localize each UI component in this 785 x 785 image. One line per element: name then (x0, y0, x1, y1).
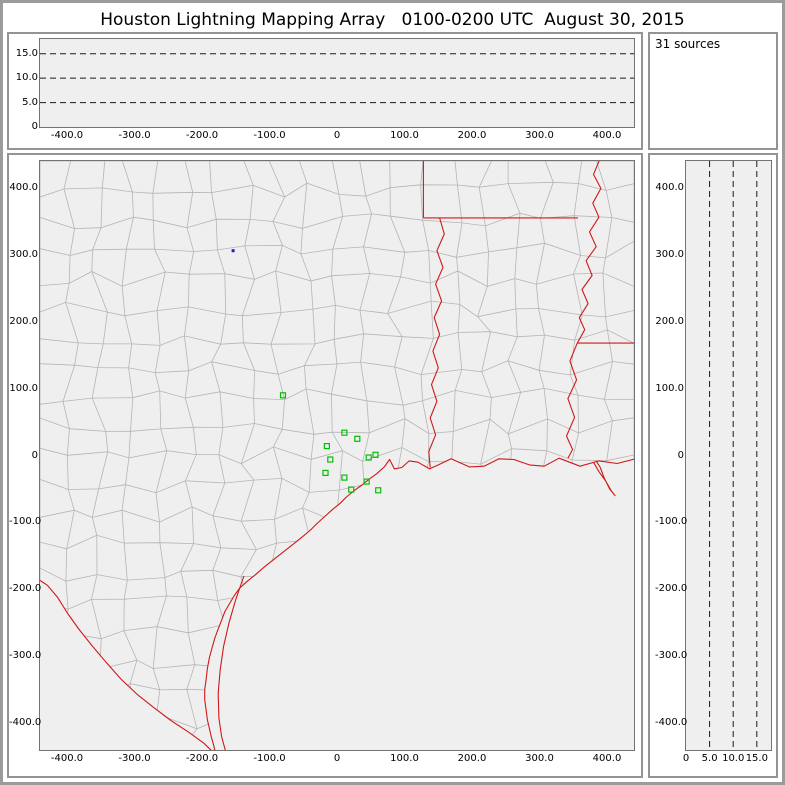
x-tick-label: 100.0 (390, 753, 419, 764)
y-tick-label: 400.0 (655, 181, 684, 193)
x-tick-label: 200.0 (457, 130, 487, 141)
x-tick-label: 400.0 (592, 753, 622, 764)
y-tick-label: 0 (677, 449, 684, 461)
lma-station-marker (279, 392, 287, 399)
y-tick-label: 200.0 (9, 315, 38, 327)
state-line (565, 161, 602, 459)
state-line (428, 217, 445, 468)
mexico-region (40, 580, 211, 750)
lma-station-marker (322, 469, 329, 476)
x-tick-label: 300.0 (525, 130, 554, 141)
county-lines (40, 161, 634, 750)
gulf-of-mexico-region (204, 458, 634, 750)
y-tick-label: 100.0 (9, 382, 38, 394)
barrier-island (217, 575, 245, 750)
panel-map-plot-area (39, 160, 635, 751)
x-tick-label: 300.0 (525, 753, 554, 764)
panel-top-canvas (40, 53, 634, 104)
x-tick-label: 400.0 (592, 130, 622, 141)
x-tick-label: -300.0 (118, 753, 151, 764)
y-tick-label: 400.0 (9, 181, 38, 193)
x-tick-label: -400.0 (50, 753, 84, 764)
y-tick-label: 300.0 (655, 248, 684, 260)
lightning-source-point (231, 249, 235, 253)
x-tick-label: 10.0 (722, 753, 745, 764)
rio-grande-border (40, 579, 212, 750)
y-tick-label: -200.0 (9, 583, 42, 595)
lma-station-marker (341, 474, 348, 481)
y-tick-label: -200.0 (655, 583, 688, 595)
x-tick-label: 0 (333, 130, 341, 141)
state-boundaries (40, 161, 634, 750)
y-tick-label: 0 (31, 449, 38, 461)
y-tick-label: 100.0 (655, 382, 684, 394)
x-tick-label: -100.0 (253, 753, 286, 764)
lma-station-marker (327, 456, 334, 463)
lma-station-marker (375, 487, 382, 494)
y-tick-label: 0 (31, 121, 38, 132)
source-count-label: 31 sources (655, 37, 721, 51)
panel-map-canvas (40, 161, 634, 750)
y-tick-label: -300.0 (655, 650, 688, 662)
x-tick-label: 5.0 (701, 753, 718, 764)
x-tick-label: -200.0 (185, 130, 219, 141)
y-tick-label: -100.0 (655, 516, 688, 528)
lma-station-marker (354, 435, 361, 442)
y-tick-label: 200.0 (655, 315, 684, 327)
x-tick-label: -300.0 (118, 130, 151, 141)
x-tick-label: -200.0 (185, 753, 219, 764)
y-tick-label: 5.0 (22, 96, 38, 108)
y-tick-label: 15.0 (15, 47, 38, 59)
coastline (204, 457, 634, 750)
lma-station-marker (323, 443, 330, 450)
source-count-panel: 31 sources (648, 32, 778, 150)
y-tick-label: -100.0 (9, 516, 42, 528)
plan-view-map-panel: -400.0 -300.0 -200.0 -100.0 0 100.0 200.0 300.0… (7, 153, 643, 778)
altitude-vs-east-west-panel: -400.0 -300.0 -200.0 -100.0 0 100.0 200.0 300.0… (7, 32, 643, 150)
lma-station-marker (363, 478, 370, 485)
river-delta (593, 460, 616, 497)
figure-title: Houston Lightning Mapping Array 0100-020… (100, 10, 685, 30)
lma-station-marker (372, 451, 379, 458)
panel-right-plot-area (685, 160, 772, 751)
x-tick-label: 200.0 (457, 753, 487, 764)
data-points (231, 249, 382, 494)
y-tick-label: 300.0 (9, 248, 38, 260)
y-tick-label: 10.0 (15, 72, 38, 84)
x-tick-label: 0 (682, 753, 690, 764)
altitude-vs-north-south-panel: 0 5.0 10.0 15.0 400.0 300.0 200.0 100.0 0 -100.0 -… (648, 153, 778, 778)
x-tick-label: 100.0 (390, 130, 419, 141)
y-tick-label: -400.0 (9, 717, 42, 729)
y-tick-label: -300.0 (9, 650, 42, 662)
panel-right-canvas (709, 161, 758, 750)
x-tick-label: -100.0 (253, 130, 286, 141)
lma-station-marker (348, 486, 355, 493)
y-tick-label: -400.0 (655, 717, 688, 729)
panel-top-plot-area (39, 38, 635, 128)
lma-station-marker (341, 429, 348, 436)
x-tick-label: 0 (333, 753, 341, 764)
x-tick-label: -400.0 (50, 130, 84, 141)
x-tick-label: 15.0 (745, 753, 768, 764)
lma-station-marker (365, 454, 372, 461)
